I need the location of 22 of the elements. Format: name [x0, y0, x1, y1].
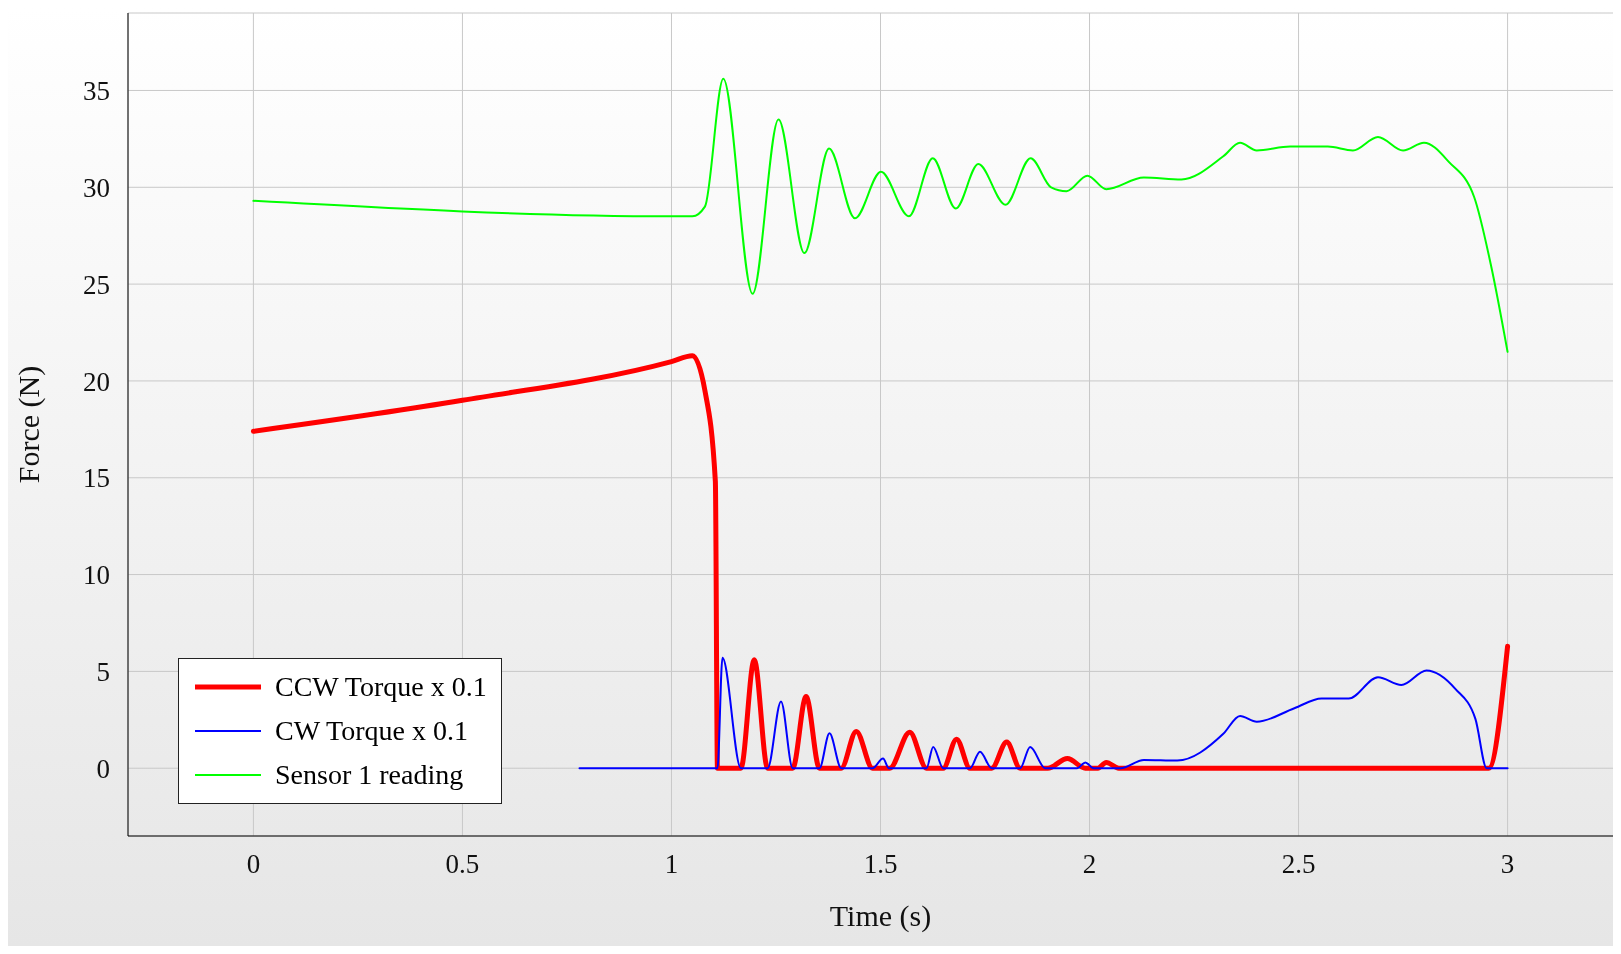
y-axis-title: Force (N): [11, 365, 46, 484]
y-tick-label: 0: [96, 753, 110, 784]
x-tick-label: 2: [1082, 849, 1097, 880]
x-tick-label: 1.5: [863, 849, 898, 880]
x-tick-label: 3: [1500, 849, 1515, 880]
x-tick-label: 0: [246, 849, 261, 880]
x-tick-label: 0.5: [445, 849, 480, 880]
x-axis-title: Time (s): [829, 899, 932, 933]
legend-label: Sensor 1 reading: [275, 759, 464, 791]
y-tick-label: 10: [83, 560, 110, 591]
y-tick-label: 20: [83, 366, 110, 397]
y-tick-label: 35: [83, 76, 110, 107]
line-series: [578, 656, 1509, 770]
y-tick-label: 30: [83, 172, 110, 203]
y-tick-label: 25: [83, 269, 110, 300]
y-tick-label: 5: [96, 656, 110, 687]
x-tick-label: 1: [664, 849, 679, 880]
x-tick-label: 2.5: [1281, 849, 1316, 880]
line-series: [252, 77, 1509, 353]
y-tick-label: 15: [83, 463, 110, 494]
legend-label: CCW Torque x 0.1: [275, 671, 487, 703]
legend-label: CW Torque x 0.1: [275, 715, 468, 747]
